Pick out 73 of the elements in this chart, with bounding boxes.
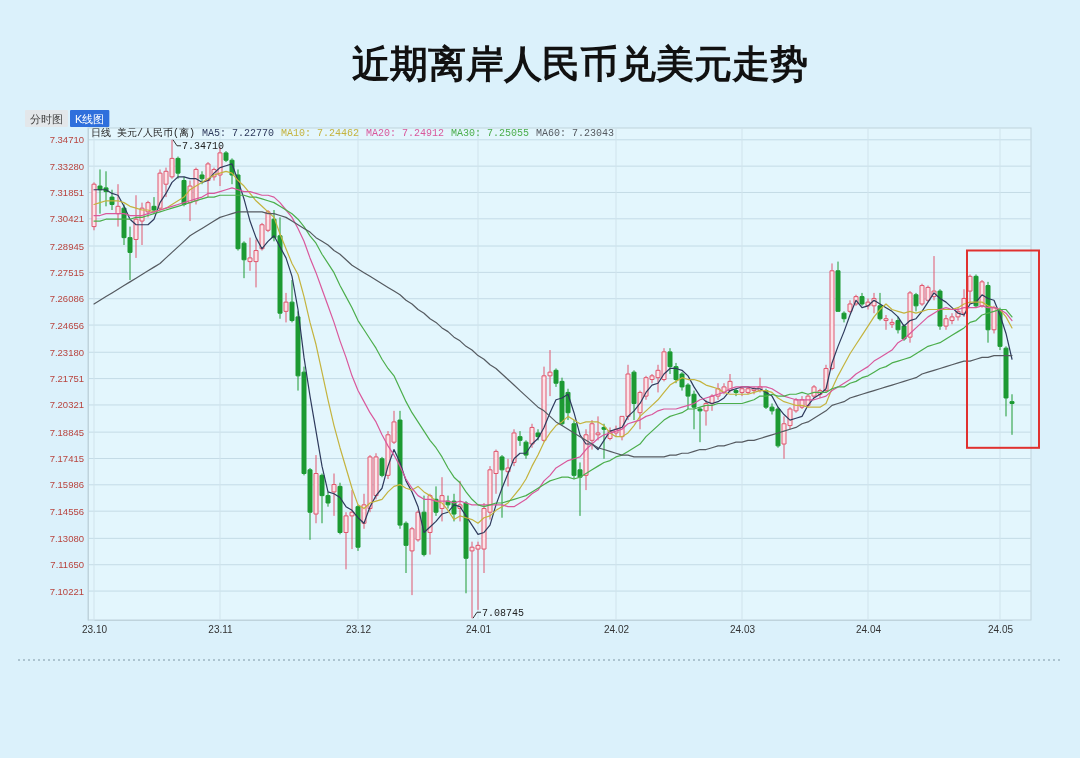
candlestick xyxy=(835,261,841,312)
y-tick-label: 7.26086 xyxy=(49,293,84,305)
candlestick xyxy=(883,314,889,331)
tab-button: 分时图 xyxy=(25,110,68,127)
candlestick xyxy=(151,196,157,215)
annotation: 7.34710 xyxy=(182,141,225,153)
y-tick-label: 7.27515 xyxy=(49,266,84,278)
candlestick xyxy=(601,423,607,460)
tab-button: K线图 xyxy=(70,110,110,127)
y-tick-label: 7.13080 xyxy=(49,532,84,544)
y-tick-label: 7.31851 xyxy=(49,187,84,199)
line-series xyxy=(93,211,1013,458)
candlestick xyxy=(421,495,427,557)
x-tick-label: 24.04 xyxy=(855,624,882,636)
candlestick xyxy=(697,406,703,443)
candlestick xyxy=(313,454,319,524)
candlestick xyxy=(427,493,433,556)
candlestick xyxy=(859,292,865,307)
candlestick xyxy=(337,482,343,535)
candlestick xyxy=(109,189,115,211)
text: MA10: 7.24462 xyxy=(281,128,360,139)
candlestick xyxy=(913,292,919,312)
y-tick-label: 7.15986 xyxy=(49,479,84,491)
y-tick-label: 7.18845 xyxy=(49,426,84,438)
candlestick xyxy=(355,504,361,552)
candlestick xyxy=(889,318,895,329)
candlestick xyxy=(631,369,637,421)
candlestick xyxy=(91,181,97,231)
x-tick-label: 23.11 xyxy=(208,624,234,636)
x-tick-label: 24.05 xyxy=(987,624,1014,636)
candlestick xyxy=(1009,393,1015,436)
y-tick-label: 7.11650 xyxy=(50,559,84,571)
x-tick-label: 24.02 xyxy=(603,624,630,636)
text: MA30: 7.25055 xyxy=(451,128,530,139)
y-tick-label: 7.17415 xyxy=(49,453,84,465)
annotation: 7.08745 xyxy=(482,607,525,619)
y-tick-label: 7.14556 xyxy=(49,505,84,517)
candlestick xyxy=(283,292,289,323)
candlestick xyxy=(331,473,337,517)
y-tick-label: 7.20321 xyxy=(49,399,84,411)
candlestick xyxy=(505,458,511,487)
candlestick xyxy=(511,428,517,467)
candlestick xyxy=(841,310,847,323)
chart-subtitle: 日线 美元/人民币(离) xyxy=(91,127,196,139)
candlestick xyxy=(937,288,943,331)
candlestick xyxy=(733,388,739,397)
candlestick xyxy=(967,273,973,305)
chart-title: 近期离岸人民币兑美元走势 xyxy=(352,42,808,86)
text: MA60: 7.23043 xyxy=(536,128,615,139)
y-tick-label: 7.30421 xyxy=(49,213,84,225)
y-tick-label: 7.21751 xyxy=(49,373,84,385)
candlestick xyxy=(499,454,505,519)
candlestick xyxy=(517,430,523,447)
x-tick-label: 24.03 xyxy=(729,624,756,636)
candlestick xyxy=(115,183,121,228)
candlestick xyxy=(1003,345,1009,417)
x-tick-label: 23.12 xyxy=(345,624,372,636)
text: MA20: 7.24912 xyxy=(366,128,445,139)
candlestick xyxy=(379,456,385,478)
candlestick xyxy=(463,500,469,594)
text: MA5: 7.22770 xyxy=(202,128,275,139)
y-tick-label: 7.28945 xyxy=(49,240,84,252)
y-tick-label: 7.33280 xyxy=(49,160,84,172)
y-tick-label: 7.23180 xyxy=(49,346,84,358)
candlestick xyxy=(199,170,205,185)
y-tick-label: 7.10221 xyxy=(49,585,84,597)
candlestick xyxy=(175,156,181,180)
y-tick-label: 7.24656 xyxy=(49,319,84,331)
x-tick-label: 24.01 xyxy=(465,624,492,636)
candlestick xyxy=(973,273,979,309)
x-tick-label: 23.10 xyxy=(81,624,108,636)
candlestick xyxy=(529,423,535,449)
y-tick-label: 7.34710 xyxy=(49,134,84,146)
